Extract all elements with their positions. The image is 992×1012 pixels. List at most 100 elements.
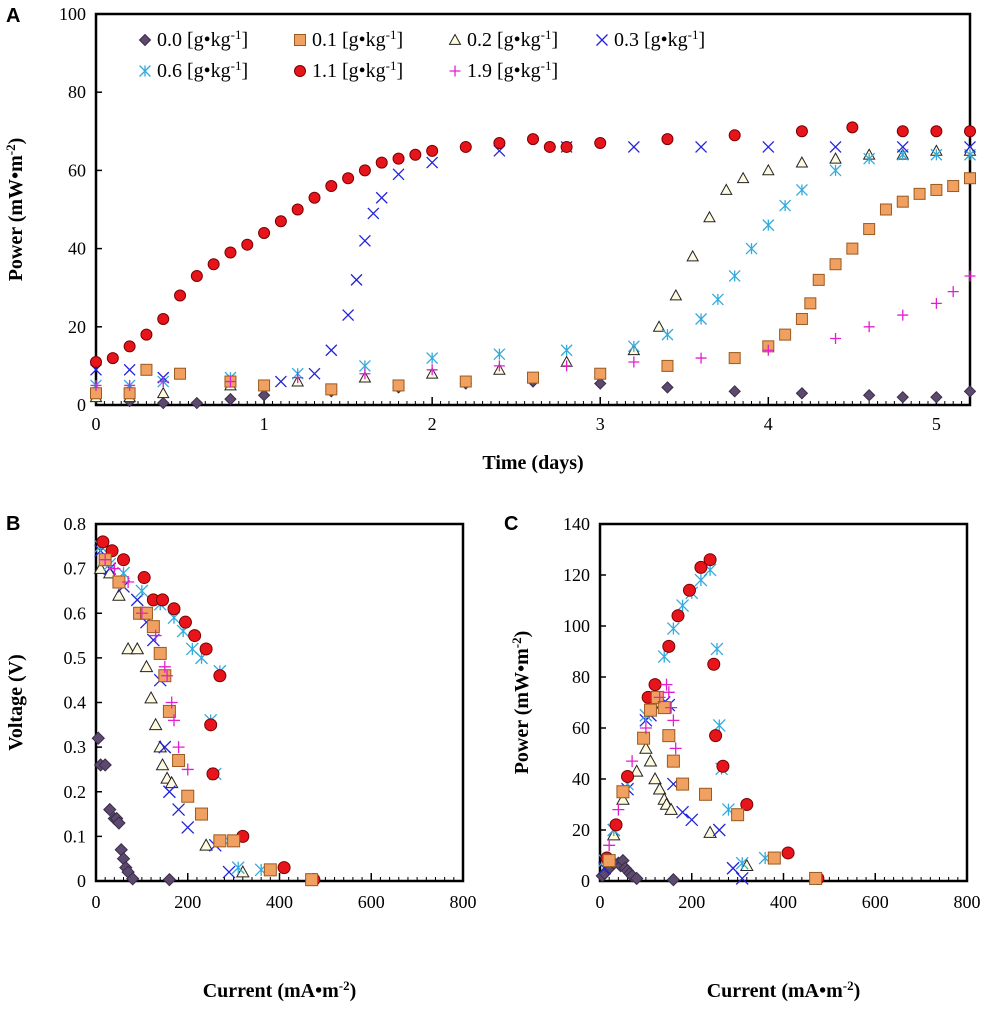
data-point [137,571,151,585]
data-point [711,293,724,306]
data-point [846,121,859,134]
data-point [643,754,658,767]
data-point [830,333,842,345]
legend-marker [449,65,461,77]
data-point [325,383,338,396]
data-point [206,767,220,781]
data-point [707,657,721,671]
data-point [594,137,607,150]
data-point [99,553,112,566]
y-tick-label: 140 [563,514,590,534]
data-point [146,620,160,634]
data-point [426,364,438,376]
data-point [639,722,652,734]
data-point [90,355,102,368]
data-point [695,352,707,364]
x-tick-label: 600 [358,892,385,912]
data-point [122,576,135,589]
data-point [804,297,817,310]
data-point [779,328,792,341]
data-point [157,312,170,325]
data-point [626,755,639,768]
data-point [91,731,106,745]
y-axis-label: Power (mW•m-2) [3,138,27,282]
data-point [207,258,220,271]
data-point [106,352,119,365]
data-point [123,363,136,376]
data-point [493,360,505,372]
x-axis-label: Current (mA•m-2) [203,978,357,1002]
data-point [103,802,117,817]
panel-C: C 0 20 40 60 80 100 120 140 0 200 400 600 800 Current … [504,513,981,1002]
data-point [695,140,708,153]
data-point [767,851,781,865]
data-point [686,249,700,262]
legend-label: 1.1 [g•kg-1] [312,58,403,82]
data-point [660,678,673,691]
y-tick-label: 0.2 [64,782,87,802]
legend-label: 1.9 [g•kg-1] [467,58,558,82]
data-point [165,696,178,709]
y-tick-label: 0.4 [64,693,87,713]
x-tick-label: 0 [92,892,101,912]
y-tick-label: 80 [68,82,86,102]
data-point [409,148,422,161]
data-point [829,164,842,177]
data-point [162,704,176,718]
data-point [703,210,716,223]
data-point [213,834,227,848]
x-tick-label: 200 [174,892,201,912]
data-point [795,156,809,168]
data-point [699,787,713,801]
legend: 0.0 [g•kg-1] 0.1 [g•kg-1] 0.2 [g•kg-1] 0.3 … [138,27,705,82]
x-tick-label: 0 [92,414,101,434]
panel-label: A [6,5,20,27]
data-point [666,873,681,887]
data-point [543,140,556,153]
series-1.1 [90,121,976,368]
data-point [812,273,825,286]
data-point [664,802,678,815]
data-point [863,321,875,333]
data-point [629,871,644,886]
data-point [762,219,775,232]
legend-marker [596,34,608,46]
data-point [392,152,405,165]
data-point [669,288,683,301]
data-point [728,352,741,365]
panel-A: A 0 20 40 60 80 100 0 1 2 3 4 5 Time (days) Power (mW•… [3,4,977,474]
data-point [123,340,136,353]
data-point [703,553,717,567]
x-axis-label: Current (mA•m-2) [707,978,861,1002]
data-point [257,389,271,402]
x-tick-label: 400 [266,892,293,912]
data-point [153,646,167,660]
data-point [204,718,218,732]
data-point [703,825,717,838]
x-tick-label: 200 [678,892,705,912]
data-point [350,273,363,286]
x-tick-label: 600 [862,892,889,912]
data-point [124,379,136,391]
x-tick-label: 0 [596,892,605,912]
data-point [274,375,287,388]
data-point [652,320,666,332]
x-tick-label: 2 [428,414,437,434]
data-point [325,344,338,357]
data-point [666,754,680,768]
data-point [947,286,959,298]
data-point [426,156,439,169]
data-point [676,777,690,791]
data-point [665,701,678,714]
data-point [148,717,163,731]
data-point [594,367,607,380]
legend-entry-0.3: 0.3 [g•kg-1] [596,27,705,51]
data-point [666,622,680,636]
data-point [156,593,170,607]
series-0.2 [89,144,977,403]
data-point [426,352,439,365]
data-point [629,764,644,777]
legend-label: 0.6 [g•kg-1] [157,58,248,82]
data-point [156,386,170,399]
data-point [527,133,539,146]
